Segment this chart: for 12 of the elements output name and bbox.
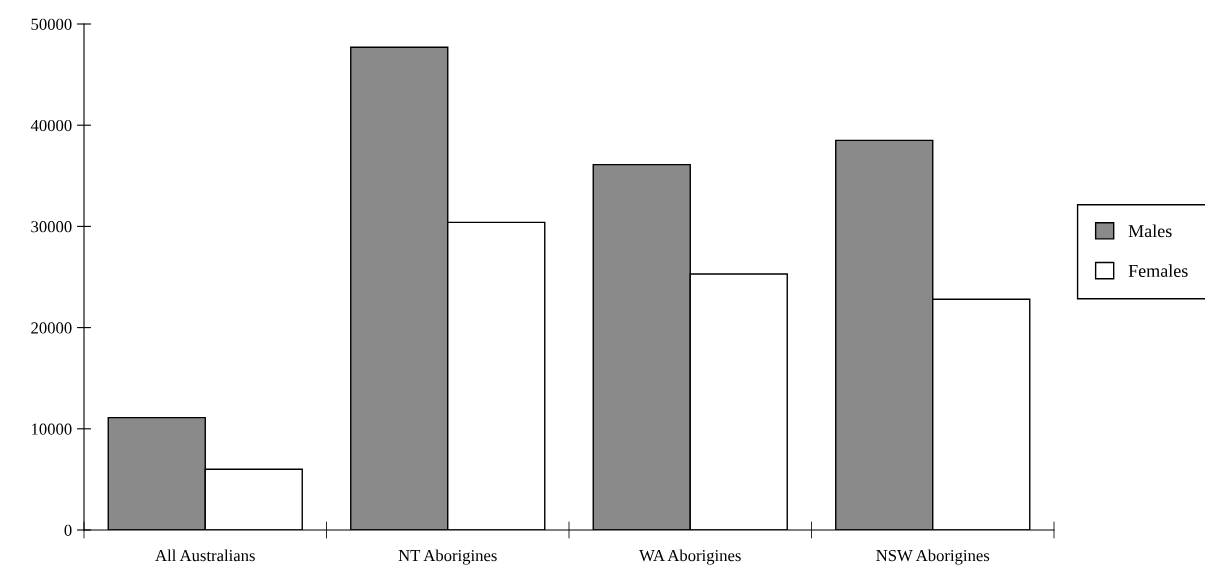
x-tick-label: NSW Aborigines — [876, 549, 990, 565]
x-tick-label: All Australians — [155, 549, 255, 562]
y-tick-label: 30000 — [31, 221, 72, 233]
legend-label: Males — [1128, 224, 1172, 238]
legend-label: Females — [1128, 264, 1188, 277]
x-tick-label: NT Aborigines — [398, 549, 497, 565]
x-tick-label: WA Aborigines — [639, 549, 741, 565]
y-tick-label: 20000 — [31, 322, 72, 334]
y-tick-label: 10000 — [31, 423, 72, 435]
y-tick-label: 50000 — [31, 18, 72, 30]
y-tick-label: 40000 — [30, 119, 72, 132]
y-tick-label: 0 — [64, 524, 72, 536]
